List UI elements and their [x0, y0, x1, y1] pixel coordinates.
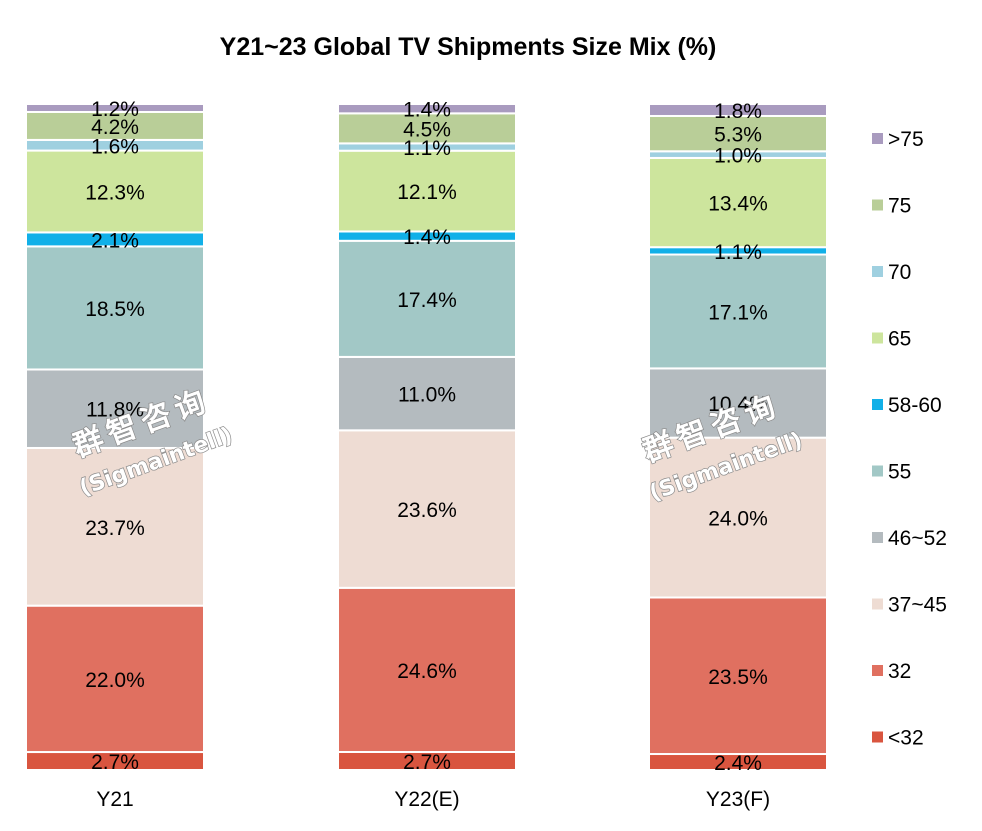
legend-swatch — [872, 731, 883, 743]
legend-swatch — [872, 133, 883, 144]
bars-group — [25, 103, 828, 771]
legend-item: 32 — [872, 660, 911, 683]
segment-data-label: 11.8% — [86, 399, 144, 422]
legend-swatch — [872, 665, 883, 676]
legend-swatch — [872, 266, 883, 277]
segment-data-label: 2.7% — [403, 751, 451, 774]
bar-segment — [337, 103, 517, 115]
category-label: Y23(F) — [706, 788, 770, 811]
segment-data-label: 1.8% — [714, 100, 762, 123]
segment-data-label: 24.6% — [397, 660, 457, 683]
legend-item: 75 — [872, 195, 911, 218]
segment-data-label: 11.0% — [398, 384, 456, 407]
chart-title: Y21~23 Global TV Shipments Size Mix (%) — [220, 33, 717, 61]
legend: >75 75 70 65 58-60 55 46~52 37~45 32 <32 — [872, 128, 947, 750]
bar-segment — [337, 239, 517, 358]
bar-segment — [648, 156, 828, 249]
legend-label: 32 — [888, 660, 911, 683]
legend-swatch — [872, 199, 883, 211]
bar-segment — [648, 114, 828, 153]
legend-label: 70 — [888, 261, 911, 284]
segment-data-label: 22.0% — [85, 669, 145, 692]
segment-data-label: 13.4% — [708, 193, 768, 216]
segment-data-label: 5.3% — [714, 124, 762, 147]
legend-item: 58-60 — [872, 394, 942, 417]
legend-label: 46~52 — [888, 527, 947, 550]
category-label: Y21 — [96, 788, 133, 811]
bar-segment — [648, 596, 828, 756]
bar-segment — [25, 103, 205, 113]
segment-data-label: 1.1% — [714, 241, 762, 264]
segment-data-label: 17.4% — [397, 289, 457, 312]
legend-label: 65 — [888, 328, 911, 351]
segment-data-label: 1.4% — [403, 226, 451, 249]
bar-segment — [337, 586, 517, 753]
segment-labels-group: 2.7% 22.0% 23.7% 11.8% 18.5% 2.1% 12.3% 1.6%4.2… — [85, 98, 768, 775]
legend-item: 65 — [872, 328, 911, 351]
category-label: Y22(E) — [394, 788, 459, 811]
bar-segment — [337, 355, 517, 432]
segment-data-label: 1.6% — [91, 135, 139, 158]
legend-label: <32 — [888, 727, 924, 750]
segment-data-label: 4.2% — [91, 116, 139, 139]
category-labels-group: Y21 Y22(E) Y23(F) — [96, 788, 770, 811]
segment-data-label: 24.0% — [708, 508, 768, 531]
segment-data-label: 23.5% — [708, 666, 768, 689]
bar-segment — [648, 367, 828, 439]
legend-item: 70 — [872, 261, 911, 284]
bar-segment — [25, 110, 205, 141]
segment-data-label: 23.6% — [397, 499, 457, 522]
legend-item: 37~45 — [872, 594, 947, 617]
segment-data-label: 2.4% — [714, 752, 762, 775]
segment-data-label: 18.5% — [85, 298, 145, 321]
segment-data-label: 17.1% — [708, 301, 768, 324]
segment-data-label: 10.4% — [708, 393, 768, 416]
legend-swatch — [872, 465, 883, 477]
segment-data-label: 12.1% — [397, 181, 457, 204]
bar-segment — [25, 245, 205, 371]
segment-data-label: 12.3% — [85, 181, 145, 204]
bar-segment — [337, 429, 517, 589]
segment-data-label: 4.5% — [403, 118, 451, 141]
legend-label: 58-60 — [888, 394, 942, 417]
bar-segment — [337, 112, 517, 145]
bar-segment — [337, 149, 517, 233]
legend-swatch — [872, 399, 883, 410]
segment-data-label: 1.0% — [714, 145, 762, 168]
legend-item: <32 — [872, 727, 924, 750]
legend-item: 46~52 — [872, 527, 947, 550]
legend-item: >75 — [872, 128, 924, 151]
bar-segment — [648, 253, 828, 370]
segment-data-label: 2.7% — [91, 751, 139, 774]
segment-data-label: 1.2% — [91, 98, 139, 121]
legend-label: 75 — [888, 195, 911, 218]
bar-segment — [648, 103, 828, 117]
bar-segment — [648, 436, 828, 599]
segment-data-label: 23.7% — [85, 517, 145, 540]
legend-swatch — [872, 332, 883, 344]
legend-swatch — [872, 598, 883, 610]
legend-label: 37~45 — [888, 594, 947, 617]
legend-item: 55 — [872, 461, 911, 484]
legend-label: 55 — [888, 461, 911, 484]
bar-segment — [25, 149, 205, 234]
legend-label: >75 — [888, 128, 924, 151]
legend-swatch — [872, 532, 883, 543]
segment-data-label: 1.4% — [403, 99, 451, 122]
bar-segment — [25, 604, 205, 754]
segment-data-label: 1.1% — [403, 137, 451, 160]
bar-segment — [25, 368, 205, 449]
segment-data-label: 2.1% — [91, 229, 139, 252]
